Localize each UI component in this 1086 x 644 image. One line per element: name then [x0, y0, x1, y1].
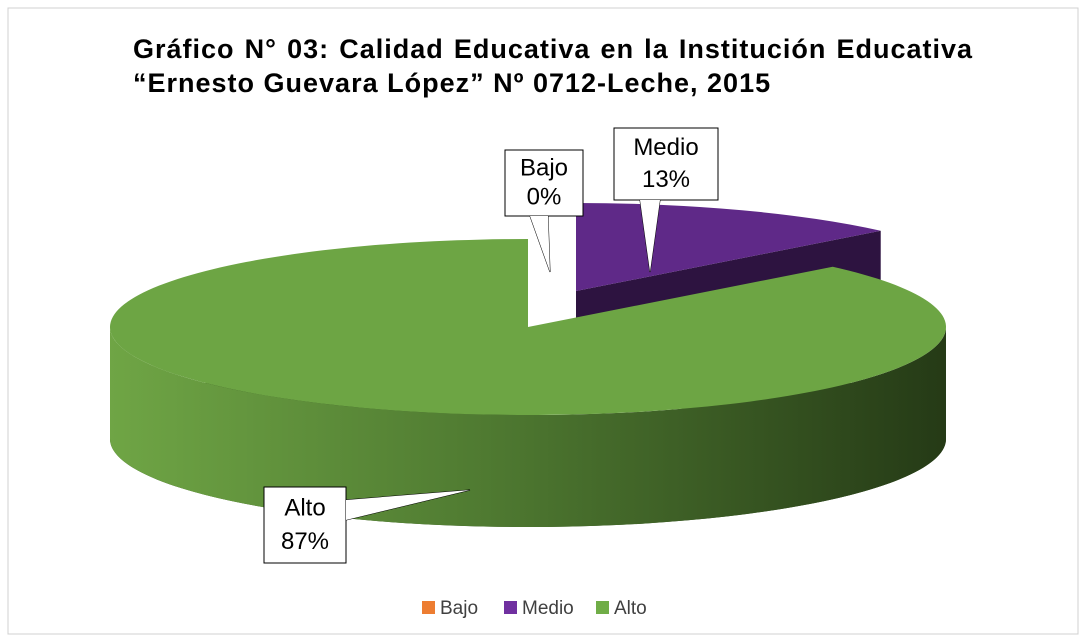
chart-title: Gráfico N° 03: Calidad Educativa en la I…	[133, 34, 973, 98]
slice-side	[110, 327, 946, 527]
legend: Bajo Medio Alto	[422, 598, 647, 619]
legend-swatch	[422, 601, 435, 614]
slice	[109, 239, 947, 416]
legend-swatch	[504, 601, 517, 614]
data-label-name: Alto	[284, 494, 325, 521]
callout-tail-cover	[346, 490, 470, 520]
data-label: 87%	[281, 528, 329, 555]
callout-box	[613, 127, 719, 201]
callout-tail-cover	[640, 200, 660, 272]
data-label: 13%	[642, 166, 690, 193]
callout-box	[504, 149, 584, 217]
callout-box	[263, 486, 347, 564]
callout-tail-cover	[530, 216, 550, 272]
data-label-name: Bajo	[520, 154, 568, 181]
legend-label: Alto	[614, 598, 647, 619]
legend-swatch	[596, 601, 609, 614]
legend-label: Medio	[522, 598, 574, 619]
legend-label: Bajo	[440, 598, 478, 619]
data-label: 0%	[527, 184, 562, 211]
data-label-name: Medio	[633, 134, 698, 161]
